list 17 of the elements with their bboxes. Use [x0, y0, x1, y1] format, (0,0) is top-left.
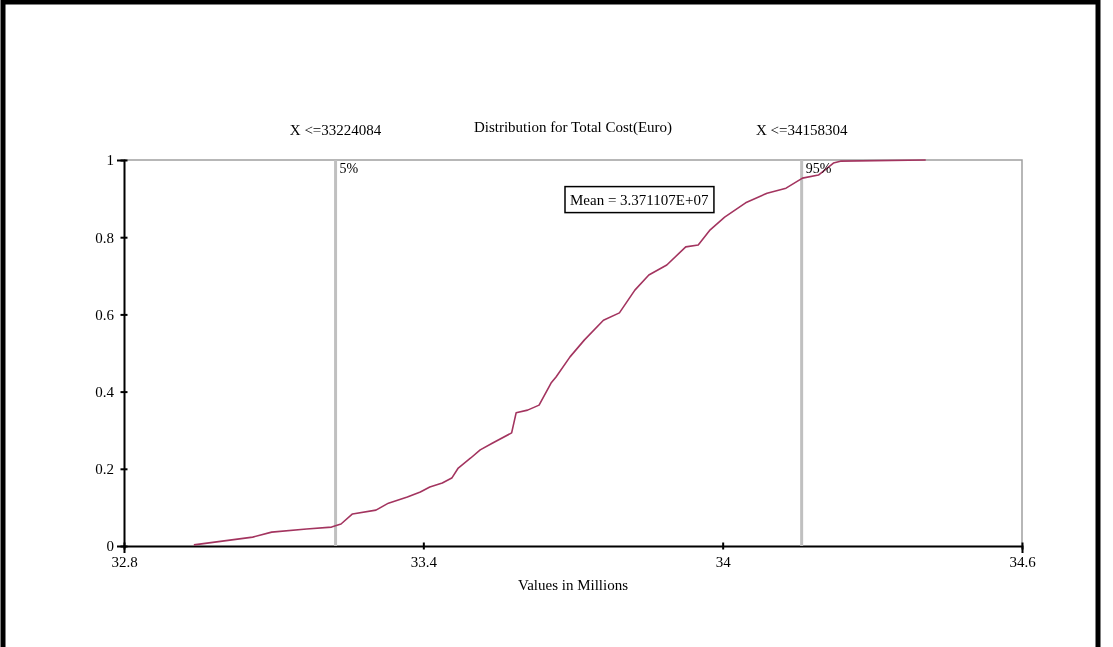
y-tick-label: 0.2 [95, 461, 114, 478]
y-tick-label: 0.8 [95, 229, 114, 246]
line-series [193, 159, 927, 546]
y-tick-label: 0 [106, 538, 114, 555]
y-tick-label: 0.4 [95, 383, 115, 400]
x-axis-title: Values in Millions [517, 577, 629, 593]
annotation: 5% [339, 161, 359, 176]
x-tick-label: 34 [715, 553, 732, 570]
y-tick-label: 1 [106, 152, 114, 169]
annotation: Mean = 3.371107E+07 [570, 191, 709, 208]
x-tick-label: 32.8 [111, 553, 138, 570]
x-tick-label: 34.6 [1009, 553, 1037, 570]
x-tick-label: 33.4 [410, 553, 438, 570]
y-tick-label: 0.6 [95, 306, 115, 323]
ref-line-label: X <=33224084 [289, 122, 382, 138]
chart-title: Distribution for Total Cost(Euro) [473, 119, 673, 136]
ref-line-label: X <=34158304 [755, 122, 848, 138]
